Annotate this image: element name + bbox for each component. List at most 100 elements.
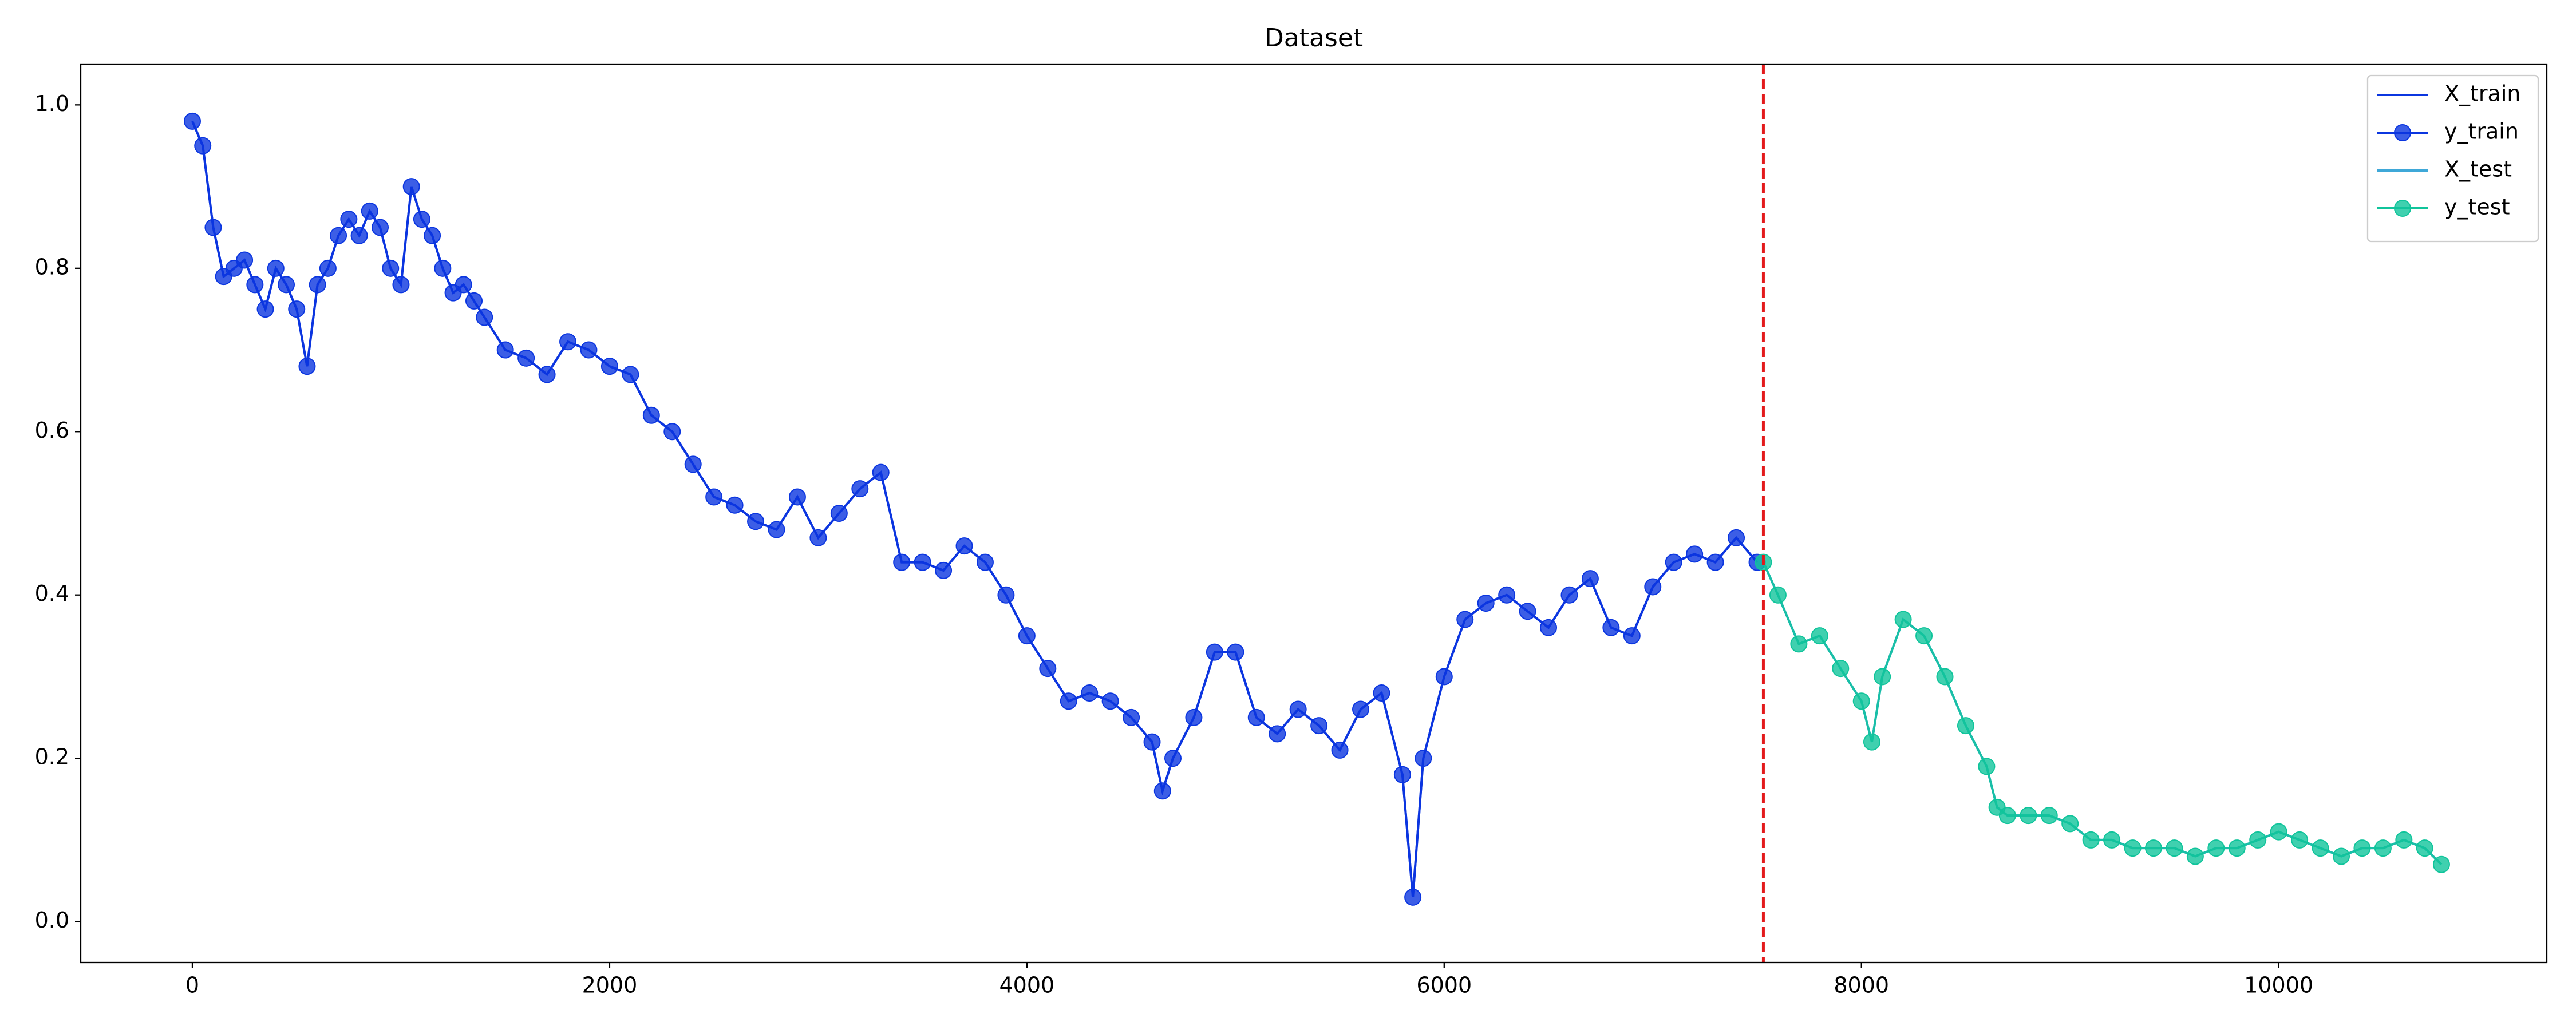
marker	[580, 341, 598, 359]
marker	[1498, 586, 1516, 604]
marker	[2416, 839, 2433, 857]
marker	[600, 358, 618, 375]
y-tick-label: 0.2	[35, 744, 69, 770]
marker	[1477, 595, 1495, 612]
marker	[1686, 545, 1704, 563]
marker	[1123, 708, 1140, 726]
marker	[1143, 733, 1161, 751]
plot-area	[183, 112, 2450, 906]
y-tick-label: 1.0	[35, 91, 69, 116]
marker	[2144, 839, 2162, 857]
marker	[2353, 839, 2371, 857]
marker	[1404, 888, 1422, 906]
marker	[1101, 692, 1119, 710]
marker	[747, 513, 765, 530]
marker	[330, 227, 347, 244]
marker	[1874, 668, 1891, 686]
marker	[559, 333, 577, 351]
marker	[976, 553, 994, 571]
marker	[1915, 627, 1933, 645]
marker	[1623, 627, 1641, 645]
legend-label: X_test	[2444, 157, 2512, 182]
marker	[2395, 831, 2413, 849]
marker	[517, 349, 535, 367]
x-tick-label: 2000	[582, 973, 638, 998]
marker	[402, 178, 420, 196]
marker	[1978, 758, 1996, 775]
marker	[434, 259, 452, 277]
marker	[413, 211, 430, 228]
marker	[1456, 611, 1474, 628]
marker	[2020, 807, 2037, 825]
marker	[1060, 692, 1077, 710]
y-tick-label: 0.8	[35, 254, 69, 279]
x-tick-label: 0	[185, 973, 199, 998]
marker	[2166, 839, 2183, 857]
marker	[319, 259, 337, 277]
marker	[1331, 741, 1349, 759]
marker	[1769, 586, 1787, 604]
marker	[496, 341, 514, 359]
legend-label: y_test	[2444, 195, 2510, 220]
marker	[914, 553, 931, 571]
marker	[809, 529, 827, 546]
marker	[788, 488, 806, 506]
plot-frame	[80, 63, 2548, 964]
marker	[2270, 823, 2287, 841]
marker	[194, 137, 212, 154]
marker	[1227, 643, 1244, 661]
marker	[1269, 725, 1286, 743]
legend-marker	[2394, 200, 2411, 217]
marker	[236, 251, 254, 269]
marker	[1998, 807, 2016, 825]
marker	[278, 276, 295, 294]
marker	[1310, 717, 1328, 735]
marker	[246, 276, 264, 294]
marker	[1728, 529, 1745, 546]
legend-marker	[2394, 124, 2411, 141]
marker	[1665, 553, 1682, 571]
marker	[726, 496, 744, 514]
x-tick-label: 8000	[1834, 973, 1889, 998]
marker	[382, 259, 400, 277]
marker	[935, 561, 953, 579]
marker	[2082, 831, 2100, 849]
marker	[350, 227, 368, 244]
marker	[309, 276, 326, 294]
marker	[1018, 627, 1036, 645]
marker	[663, 423, 681, 441]
marker	[267, 259, 285, 277]
marker	[1393, 766, 1411, 783]
marker	[1560, 586, 1578, 604]
marker	[1185, 708, 1203, 726]
marker	[538, 366, 556, 383]
marker	[1039, 660, 1057, 678]
marker	[1164, 750, 1182, 767]
marker	[361, 202, 378, 220]
marker	[851, 480, 869, 498]
marker	[1352, 700, 1370, 718]
marker	[2228, 839, 2246, 857]
legend-label: X_train	[2444, 81, 2520, 106]
marker	[288, 300, 306, 318]
marker	[1540, 619, 1558, 636]
marker	[2040, 807, 2058, 825]
marker	[955, 537, 973, 555]
legend-box	[2366, 74, 2539, 243]
marker	[392, 276, 410, 294]
x-tick-label: 6000	[1416, 973, 1472, 998]
marker	[1373, 684, 1390, 702]
marker	[1852, 692, 1870, 710]
marker	[830, 505, 848, 522]
marker	[1289, 700, 1307, 718]
marker	[1519, 603, 1536, 620]
marker	[2103, 831, 2121, 849]
marker	[2312, 839, 2329, 857]
y-tick-label: 0.0	[35, 908, 69, 933]
marker	[256, 300, 274, 318]
marker	[340, 211, 358, 228]
marker	[372, 219, 389, 236]
marker	[2124, 839, 2142, 857]
chart-title: Dataset	[1265, 23, 1363, 53]
